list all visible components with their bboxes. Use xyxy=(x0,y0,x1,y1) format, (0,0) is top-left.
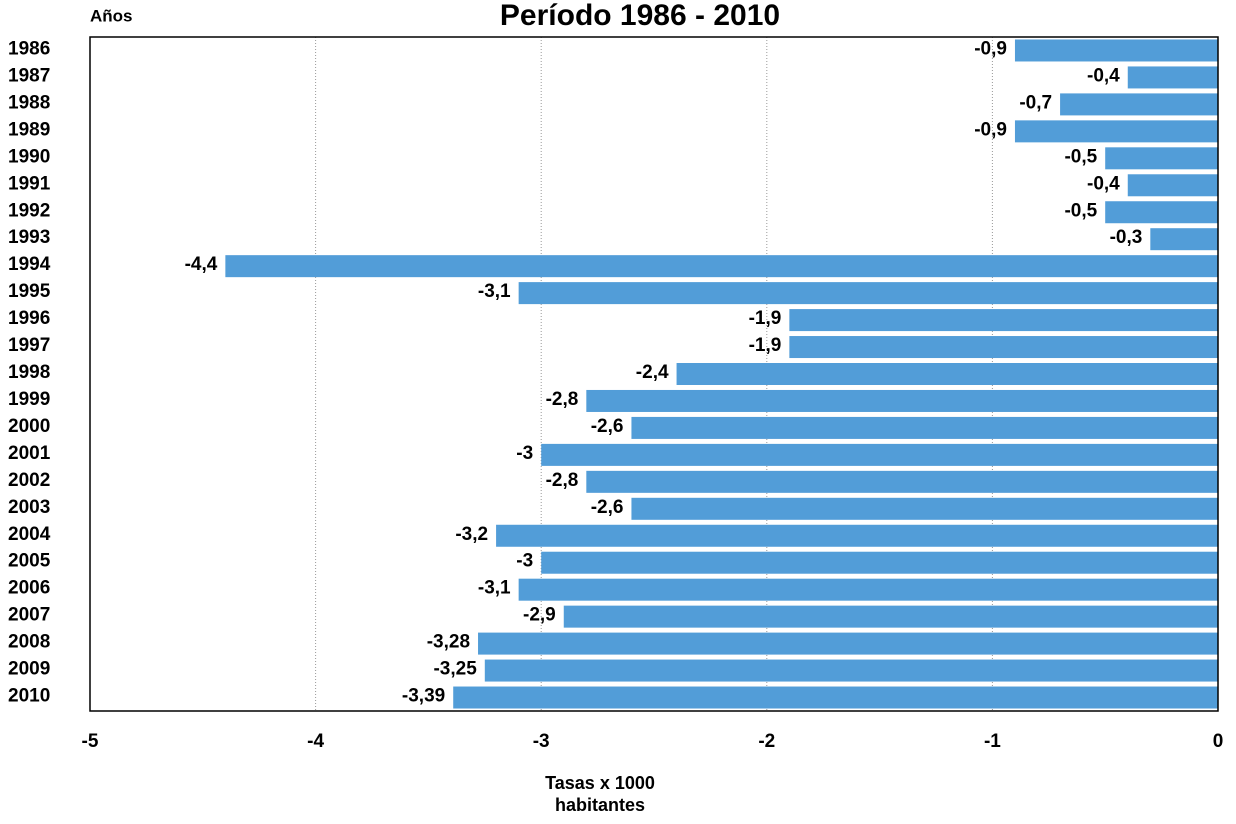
chart-title: Período 1986 - 2010 xyxy=(500,0,780,32)
bar xyxy=(631,416,1218,439)
y-tick-label: 1989 xyxy=(8,119,50,140)
bar xyxy=(789,336,1218,359)
data-label: -3,25 xyxy=(433,659,477,680)
bar xyxy=(225,255,1219,278)
y-tick-label: 1992 xyxy=(8,200,50,221)
data-label: -2,9 xyxy=(523,605,556,626)
bar xyxy=(478,632,1219,655)
data-label: -2,6 xyxy=(591,416,624,437)
data-label: -2,8 xyxy=(546,389,579,410)
y-tick-label: 2002 xyxy=(8,470,50,491)
data-label: -3,28 xyxy=(427,632,470,653)
bar xyxy=(1014,120,1218,143)
bar xyxy=(586,470,1218,493)
x-tick-label: -5 xyxy=(82,731,99,752)
bar xyxy=(1105,147,1218,170)
data-label: -3 xyxy=(516,551,533,572)
y-tick-label: 1991 xyxy=(8,173,51,194)
y-tick-label: 1997 xyxy=(8,335,50,356)
data-label: -3,1 xyxy=(478,281,511,302)
y-tick-label: 2010 xyxy=(8,686,50,707)
y-tick-label: 2004 xyxy=(8,524,51,545)
data-label: -0,9 xyxy=(974,38,1007,59)
x-tick-label: -3 xyxy=(533,731,550,752)
bar xyxy=(1105,201,1218,224)
data-label: -1,9 xyxy=(749,335,782,356)
y-tick-label: 1987 xyxy=(8,65,50,86)
bar xyxy=(1127,174,1218,197)
bar xyxy=(586,389,1218,412)
y-tick-label: 2008 xyxy=(8,632,50,653)
data-label: -0,9 xyxy=(974,119,1007,140)
bar xyxy=(484,659,1218,682)
x-axis-title: habitantes xyxy=(555,795,645,815)
data-label: -3 xyxy=(516,443,533,464)
bar xyxy=(631,497,1218,520)
bar xyxy=(541,443,1218,466)
x-tick-label: -1 xyxy=(984,731,1001,752)
x-axis-title: Tasas x 1000 xyxy=(545,773,655,793)
y-tick-label: 1995 xyxy=(8,281,51,302)
bar xyxy=(676,363,1218,385)
data-label: -0,5 xyxy=(1064,200,1097,221)
y-tick-label: 1994 xyxy=(8,254,51,275)
y-tick-label: 2001 xyxy=(8,443,51,464)
bar xyxy=(496,524,1219,547)
y-tick-label: 2003 xyxy=(8,497,50,518)
data-label: -3,39 xyxy=(402,686,445,707)
y-tick-label: 1998 xyxy=(8,362,50,383)
bar xyxy=(518,578,1218,601)
y-tick-label: 1999 xyxy=(8,389,50,410)
data-label: -2,6 xyxy=(591,497,624,518)
data-label: -0,5 xyxy=(1064,146,1097,167)
data-label: -3,2 xyxy=(455,524,488,545)
bar xyxy=(518,282,1218,305)
plot-border xyxy=(89,36,1219,712)
y-tick-label: 1986 xyxy=(8,38,50,59)
y-tick-label: 2005 xyxy=(8,551,51,572)
data-label: -2,4 xyxy=(636,362,669,383)
data-label: -3,1 xyxy=(478,578,511,599)
y-tick-label: 2006 xyxy=(8,578,50,599)
bar xyxy=(453,686,1218,709)
y-tick-label: 1993 xyxy=(8,227,50,248)
data-label: -0,3 xyxy=(1110,227,1143,248)
data-label: -0,7 xyxy=(1019,92,1052,113)
y-tick-label: 1988 xyxy=(8,92,50,113)
bar xyxy=(541,551,1218,574)
y-tick-label: 1990 xyxy=(8,146,50,167)
x-tick-label: -2 xyxy=(758,731,775,752)
y-tick-label: 1996 xyxy=(8,308,50,329)
x-tick-label: -4 xyxy=(307,731,324,752)
bar xyxy=(789,309,1218,332)
data-label: -2,8 xyxy=(546,470,579,491)
data-label: -4,4 xyxy=(185,254,218,275)
y-tick-label: 2000 xyxy=(8,416,50,437)
y-tick-label: 2009 xyxy=(8,659,50,680)
bar xyxy=(1150,228,1218,251)
bar xyxy=(1127,66,1218,89)
bar xyxy=(1014,39,1218,62)
data-label: -1,9 xyxy=(749,308,782,329)
data-label: -0,4 xyxy=(1087,173,1120,194)
data-label: -0,4 xyxy=(1087,65,1120,86)
y-axis-title: Años xyxy=(90,6,133,25)
x-tick-label: 0 xyxy=(1213,731,1224,752)
bar xyxy=(1060,93,1218,116)
bar xyxy=(563,605,1218,628)
y-tick-label: 2007 xyxy=(8,605,50,626)
